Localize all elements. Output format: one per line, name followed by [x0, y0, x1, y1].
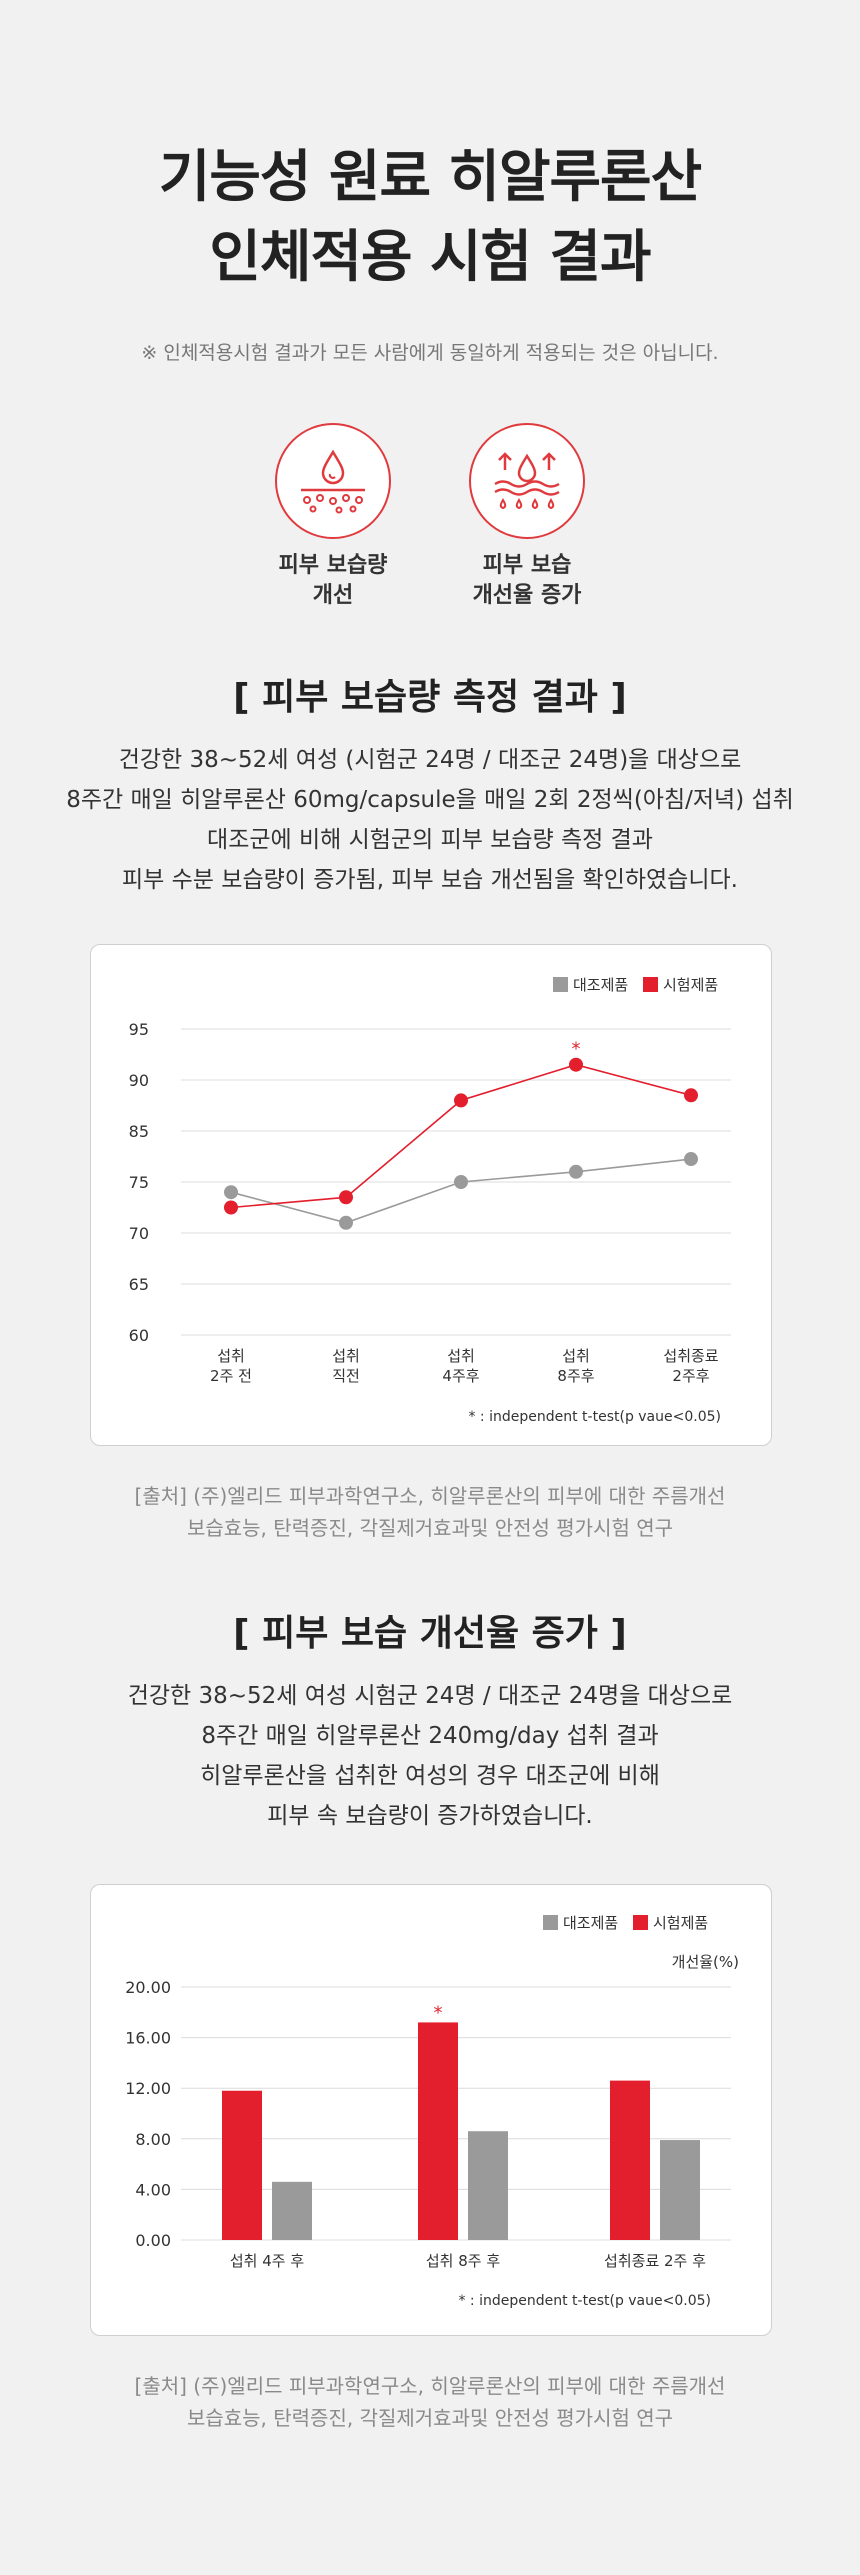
data-point — [454, 1093, 468, 1108]
x-tick-label: 직전 — [332, 1367, 360, 1385]
bar — [272, 2181, 312, 2240]
source-line: [출처] (주)엘리드 피부과학연구소, 히알루론산의 피부에 대한 주름개선 — [134, 2374, 726, 2398]
y-tick-label: 60 — [129, 1326, 149, 1345]
legend-swatch — [633, 1915, 648, 1930]
y-tick-label: 20.00 — [125, 1978, 171, 1997]
x-tick-label: 2주 전 — [210, 1367, 252, 1385]
text-line: 건강한 38~52세 여성 시험군 24명 / 대조군 24명을 대상으로 — [127, 1683, 733, 1709]
source-line: 보습효능, 탄력증진, 각질제거효과및 안전성 평가시험 연구 — [186, 1516, 674, 1540]
badge-label: 피부 보습 개선율 증가 — [472, 553, 582, 608]
text-line: 대조군에 비해 시험군의 피부 보습량 측정 결과 — [207, 827, 653, 853]
y-tick-label: 70 — [129, 1224, 149, 1243]
y-tick-label: 95 — [129, 1020, 149, 1039]
data-point — [339, 1215, 353, 1230]
disclaimer-note: ※ 인체적용시험 결과가 모든 사람에게 동일하게 적용되는 것은 아닙니다. — [141, 342, 719, 364]
bar-chart: 0.00 4.00 8.00 12.00 16.00 20.00 개선율(%) 섭취 4주 후… — [125, 1914, 739, 2309]
legend-swatch — [543, 1915, 558, 1930]
section1-source: [출처] (주)엘리드 피부과학연구소, 히알루론산의 피부에 대한 주름개선 … — [0, 1480, 860, 1544]
data-point — [569, 1057, 583, 1072]
y-tick-label: 8.00 — [135, 2130, 171, 2149]
data-point — [684, 1152, 698, 1167]
x-tick-label: 8주후 — [557, 1367, 594, 1385]
section2-description: 건강한 38~52세 여성 시험군 24명 / 대조군 24명을 대상으로 8주… — [0, 1676, 860, 1836]
y-axis-label: 개선율(%) — [672, 1953, 739, 1971]
text-line: 건강한 38~52세 여성 (시험군 24명 / 대조군 24명)을 대상으로 — [118, 747, 742, 773]
skin-moisture-icon — [275, 423, 391, 539]
x-tick-label: 섭취 — [447, 1347, 475, 1365]
x-tick-label: 섭취 4주 후 — [230, 2252, 304, 2270]
moisture-increase-icon — [469, 423, 585, 539]
legend-swatch — [643, 977, 658, 992]
legend-label: 대조제품 — [573, 976, 628, 994]
bar — [418, 2022, 458, 2240]
data-point — [454, 1175, 468, 1189]
legend-label: 대조제품 — [563, 1914, 618, 1932]
section1-title: [ 피부 보습량 측정 결과 ] — [233, 677, 627, 718]
badge-moisture-increase: 피부 보습 개선율 증가 — [467, 423, 587, 611]
x-tick-label: 섭취종료 2주 후 — [604, 2252, 706, 2270]
y-tick-label: 90 — [129, 1071, 149, 1090]
significance-marker: * — [434, 2002, 443, 2023]
legend-label: 시험제품 — [653, 1914, 708, 1932]
text-line: 피부 속 보습량이 증가하였습니다. — [267, 1803, 593, 1829]
series-line — [230, 1158, 692, 1224]
badge-skin-moisture: 피부 보습량 개선 — [273, 423, 393, 611]
text-line: 8주간 매일 히알루론산 60mg/capsule을 매일 2회 2정씩(아침/… — [66, 787, 794, 813]
y-tick-label: 0.00 — [135, 2231, 171, 2250]
bar — [660, 2140, 700, 2240]
y-tick-label: 85 — [129, 1122, 149, 1141]
x-tick-label: 섭취 — [562, 1347, 590, 1365]
bar — [222, 2090, 262, 2240]
text-line: 히알루론산을 섭취한 여성의 경우 대조군에 비해 — [200, 1763, 660, 1789]
source-line: [출처] (주)엘리드 피부과학연구소, 히알루론산의 피부에 대한 주름개선 — [134, 1484, 726, 1508]
y-tick-label: 12.00 — [125, 2079, 171, 2098]
chart-footnote: * : independent t-test(p vaue<0.05) — [468, 1409, 721, 1425]
x-tick-label: 섭취 — [332, 1347, 360, 1365]
y-tick-label: 4.00 — [135, 2180, 171, 2199]
x-tick-label: 섭취종료 — [663, 1347, 718, 1365]
data-point — [684, 1088, 698, 1103]
legend-swatch — [553, 977, 568, 992]
page-title-line2: 인체적용 시험 결과 — [209, 225, 651, 290]
section2-title: [ 피부 보습 개선율 증가 ] — [233, 1613, 627, 1654]
x-tick-label: 섭취 — [217, 1347, 245, 1365]
text-line: 8주간 매일 히알루론산 240mg/day 섭취 결과 — [201, 1723, 659, 1749]
section1-description: 건강한 38~52세 여성 (시험군 24명 / 대조군 24명)을 대상으로 … — [0, 740, 860, 900]
data-point — [224, 1200, 238, 1215]
badge-label: 피부 보습량 개선 — [278, 553, 388, 608]
y-tick-label: 16.00 — [125, 2029, 171, 2048]
page-title-line1: 기능성 원료 히알루론산 — [158, 145, 702, 210]
chart-footnote: * : independent t-test(p vaue<0.05) — [458, 2293, 711, 2309]
x-tick-label: 섭취 8주 후 — [426, 2252, 500, 2270]
data-point — [339, 1190, 353, 1205]
x-tick-label: 2주후 — [672, 1367, 709, 1385]
data-point — [224, 1185, 238, 1200]
data-point — [569, 1164, 583, 1179]
bar — [610, 2080, 650, 2240]
bar-chart-card: 0.00 4.00 8.00 12.00 16.00 20.00 개선율(%) 섭취 4주 후… — [90, 1884, 772, 2336]
x-tick-label: 4주후 — [442, 1367, 479, 1385]
legend-label: 시험제품 — [663, 976, 718, 994]
section2-source: [출처] (주)엘리드 피부과학연구소, 히알루론산의 피부에 대한 주름개선 … — [0, 2370, 860, 2434]
significance-marker: * — [572, 1039, 581, 1060]
y-tick-label: 75 — [129, 1173, 149, 1192]
source-line: 보습효능, 탄력증진, 각질제거효과및 안전성 평가시험 연구 — [186, 2406, 674, 2430]
bar — [468, 2131, 508, 2240]
y-tick-label: 65 — [129, 1275, 149, 1294]
text-line: 피부 수분 보습량이 증가됨, 피부 보습 개선됨을 확인하였습니다. — [122, 867, 738, 893]
